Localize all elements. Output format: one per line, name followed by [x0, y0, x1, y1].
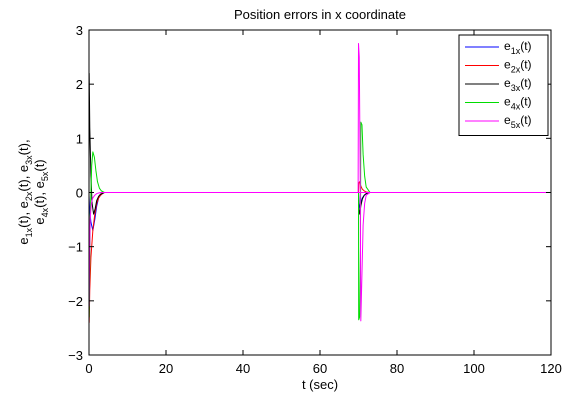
- legend-label-4x: e4x(t): [504, 95, 532, 112]
- x-tick-label-1: 20: [159, 361, 173, 376]
- y-label-part: e: [16, 165, 31, 172]
- y-label-part: (t): [32, 159, 47, 171]
- legend-label-3x: e3x(t): [504, 76, 532, 93]
- y-label-part: 2x: [24, 191, 34, 201]
- x-tick-label-3: 60: [313, 361, 327, 376]
- x-tick-label-5: 100: [463, 361, 485, 376]
- x-axis-label: t (sec): [302, 377, 338, 392]
- y-label-part: (t),: [16, 139, 31, 155]
- y-tick-label-0: −3: [68, 348, 83, 363]
- y-axis-label: e1x(t), e2x(t), e3x(t),e4x(t), e5x(t): [16, 139, 50, 244]
- y-label-part: 5x: [40, 171, 50, 181]
- y-tick-label-4: 1: [76, 131, 83, 146]
- chart-title: Position errors in x coordinate: [234, 7, 406, 22]
- y-label-part: (t),: [16, 172, 31, 192]
- x-tick-label-0: 0: [85, 361, 92, 376]
- y-tick-label-5: 2: [76, 77, 83, 92]
- y-label-part: 4x: [40, 207, 50, 217]
- y-tick-label-2: −1: [68, 240, 83, 255]
- y-label-part: e: [32, 217, 47, 224]
- y-label-part: 1x: [24, 227, 34, 237]
- legend-label-1x: e1x(t): [504, 39, 532, 56]
- y-label-part: (t),: [32, 188, 47, 208]
- y-tick-label-3: 0: [76, 186, 83, 201]
- series-layer: [88, 43, 551, 323]
- series-line-5x-burst: [357, 43, 551, 322]
- y-label-part: 3x: [24, 155, 34, 165]
- x-tick-label-2: 40: [236, 361, 250, 376]
- y-axis-label-line-1: e1x(t), e2x(t), e3x(t),: [16, 139, 34, 244]
- legend-label-2x: e2x(t): [504, 58, 532, 75]
- y-tick-label-6: 3: [76, 23, 83, 38]
- y-tick-label-1: −2: [68, 294, 83, 309]
- y-label-part: e: [16, 201, 31, 208]
- legend-label-5x: e5x(t): [504, 113, 532, 130]
- ticks-layer: 0 20 40 60 80 100 120 −3 −2 −1 0 1 2 3: [68, 23, 562, 376]
- y-label-part: e: [16, 237, 31, 244]
- legend-box: [458, 34, 549, 136]
- series-line-5x: [88, 192, 551, 307]
- x-tick-label-6: 120: [540, 361, 562, 376]
- y-label-part: e: [32, 181, 47, 188]
- y-axis-label-line-2: e4x(t), e5x(t): [32, 159, 50, 224]
- legend: e1x(t) e2x(t)e3x(t) e4x(t)e5x(t): [458, 34, 549, 136]
- y-label-part: (t),: [16, 208, 31, 228]
- x-tick-label-4: 80: [390, 361, 404, 376]
